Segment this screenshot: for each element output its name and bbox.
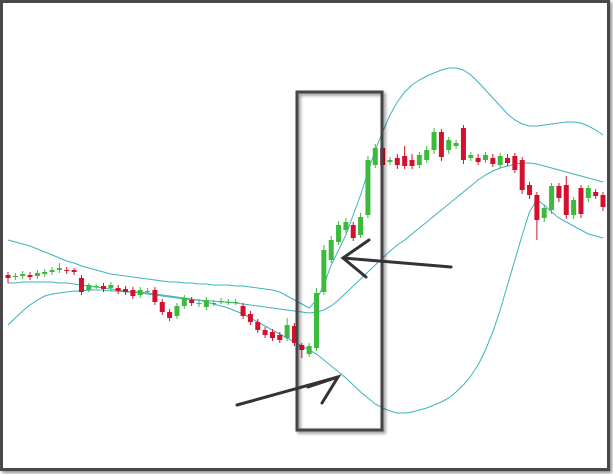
candle-body [291, 326, 297, 343]
candle-body [211, 303, 217, 304]
plot-area [5, 67, 606, 414]
candle-body [225, 302, 231, 303]
candle-body [12, 276, 18, 277]
candle-body [123, 289, 129, 292]
candle-body [56, 268, 62, 270]
candle-body [446, 140, 452, 150]
candle-body [78, 278, 84, 292]
candle-body [93, 286, 99, 287]
candle-body [505, 158, 511, 163]
candle-body [5, 275, 11, 278]
candle-body [203, 300, 209, 307]
candle-body [519, 160, 525, 190]
candle-body [585, 188, 591, 198]
candle-body [563, 185, 569, 215]
candle-body [34, 273, 40, 276]
candle-body [49, 270, 55, 272]
candle-body [86, 285, 92, 290]
candle-body [475, 158, 481, 162]
band-line [7, 67, 604, 309]
candle-body [27, 275, 33, 277]
arrow [340, 238, 453, 279]
candle-body [269, 332, 275, 338]
candle-body [277, 335, 283, 340]
candle-body [137, 290, 143, 295]
candle-body [42, 272, 48, 274]
candle-body [482, 155, 488, 160]
candle-body [100, 286, 106, 289]
candle-body [343, 222, 349, 230]
candle-body [541, 208, 547, 218]
candle-body [497, 156, 503, 165]
candle-body [71, 270, 77, 272]
candle-body [115, 288, 121, 291]
candle-body [218, 301, 224, 302]
candle-body [468, 155, 474, 158]
candle-body [490, 158, 496, 164]
candle-body [240, 306, 246, 316]
candle-body [350, 225, 356, 238]
candle-body [600, 195, 606, 207]
candle-body [20, 274, 26, 276]
candle-body [174, 306, 180, 316]
candle-body [424, 150, 430, 160]
candle-body [365, 160, 371, 215]
candle-body [512, 156, 518, 170]
candle-body [534, 195, 540, 220]
candle-body [336, 225, 342, 242]
candle-body [578, 188, 584, 214]
candle-body [549, 186, 555, 210]
candle-body [130, 290, 136, 296]
candle-body [255, 322, 261, 330]
candle-body [431, 132, 437, 150]
candle-body [387, 160, 393, 162]
candle-body [152, 290, 158, 302]
candle-body [358, 217, 364, 235]
band-line [7, 199, 604, 414]
candle-body [321, 250, 327, 292]
candle-body [460, 128, 466, 160]
arrow [235, 374, 342, 407]
candle-body [196, 303, 202, 304]
candle-body [299, 345, 305, 350]
candle-body [284, 325, 290, 338]
candle-body [328, 240, 334, 260]
candle-body [145, 291, 151, 292]
candle-body [64, 270, 70, 271]
candle-body [527, 185, 533, 195]
candle-body [571, 200, 577, 215]
candle-body [181, 298, 187, 306]
band-line [8, 162, 604, 314]
candle-body [402, 156, 408, 166]
candle-body [438, 132, 444, 157]
candle-body [409, 160, 415, 166]
candle-body [108, 285, 114, 288]
candle-body [247, 314, 253, 322]
candle-body [306, 346, 312, 354]
candle-body [372, 148, 378, 165]
candle-body [262, 330, 268, 335]
candle-body [159, 302, 165, 312]
candle-body [556, 186, 562, 198]
candle-body [453, 143, 459, 146]
candle-body [394, 158, 400, 165]
candle-body [314, 293, 320, 348]
candle-body [416, 155, 422, 165]
candle-body [189, 300, 195, 303]
candle-body [233, 302, 239, 303]
candle-body [167, 312, 173, 318]
candle-body [593, 192, 599, 196]
